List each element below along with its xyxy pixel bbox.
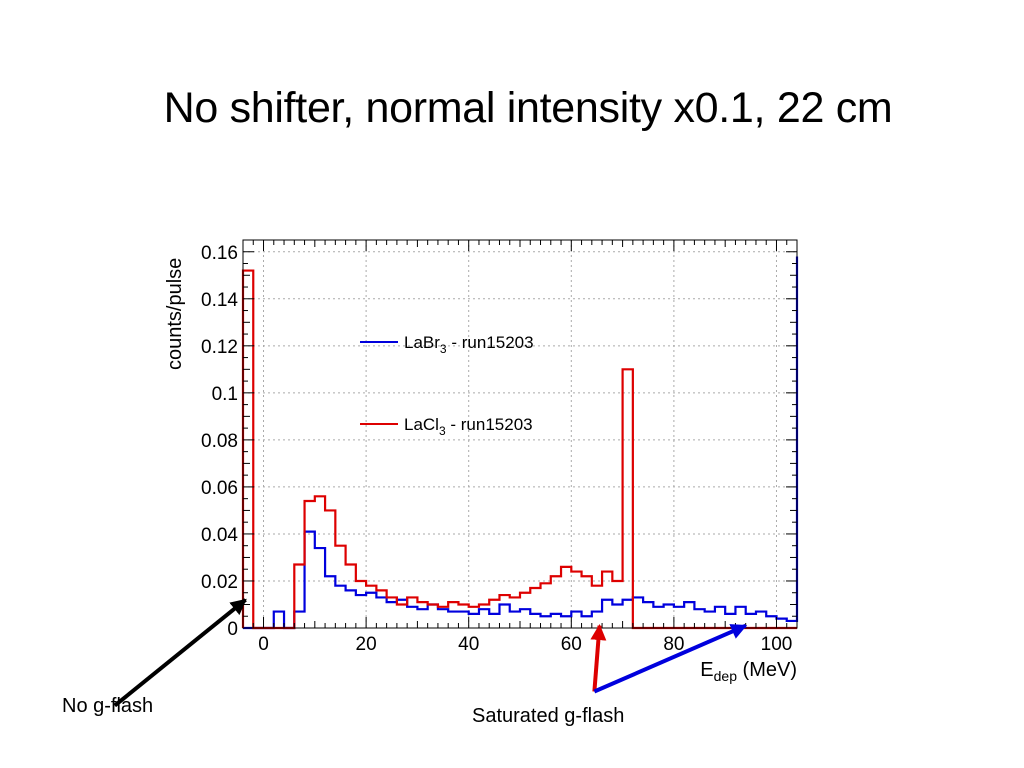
y-tick-label: 0.16 (201, 243, 238, 264)
x-tick-label: 20 (356, 634, 377, 655)
legend-labr-suffix: - run15203 (447, 333, 534, 352)
legend: LaBr3 - run15203 LaCl3 - run15203 (360, 333, 534, 438)
axis-ticks (242, 239, 798, 629)
x-tick-label: 0 (258, 634, 269, 655)
x-axis-label-sub: dep (714, 668, 738, 684)
legend-lacl-suffix: - run15203 (446, 415, 533, 434)
x-tick-label: 60 (561, 634, 582, 655)
legend-labr-main: LaBr (404, 333, 440, 352)
y-tick-label: 0.04 (201, 525, 238, 546)
y-tick-label: 0 (227, 619, 238, 640)
annotation-arrow-1 (590, 624, 607, 692)
y-tick-label: 0.12 (201, 337, 238, 358)
legend-labr-sub: 3 (440, 342, 447, 356)
legend-lacl-sub: 3 (439, 424, 446, 438)
x-tick-label: 80 (663, 634, 684, 655)
slide-title: No shifter, normal intensity x0.1, 22 cm (163, 84, 893, 132)
x-axis-label-unit: (MeV) (737, 659, 797, 681)
y-tick-label: 0.02 (201, 572, 238, 593)
annotation-saturated-g-flash: Saturated g-flash (472, 705, 624, 727)
series-line-labr (243, 256, 799, 630)
x-tick-label: 40 (458, 634, 479, 655)
y-tick-label: 0.14 (201, 290, 238, 311)
x-axis-label: Edep (MeV) (700, 659, 797, 684)
x-tick-label: 100 (761, 634, 793, 655)
y-tick-label: 0.1 (212, 384, 238, 405)
series-layer (241, 256, 799, 630)
annotation-arrow-0 (113, 598, 247, 708)
y-tick-label: 0.06 (201, 478, 238, 499)
annotation-arrow-2 (593, 623, 748, 694)
annotations: No g-flash Saturated g-flash (62, 598, 748, 727)
x-axis-label-main: E (700, 659, 713, 681)
annotation-no-g-flash: No g-flash (62, 695, 153, 717)
legend-lacl-main: LaCl (404, 415, 439, 434)
y-tick-label: 0.08 (201, 431, 238, 452)
y-axis-label: counts/pulse (164, 258, 186, 370)
tick-labels: 0 20 40 60 80 100 0 0.02 0.04 0.06 0.08 0.1 0.12 0.14… (201, 243, 792, 655)
legend-entry-lacl: LaCl3 - run15203 (404, 415, 533, 438)
legend-entry-labr: LaBr3 - run15203 (404, 333, 534, 356)
